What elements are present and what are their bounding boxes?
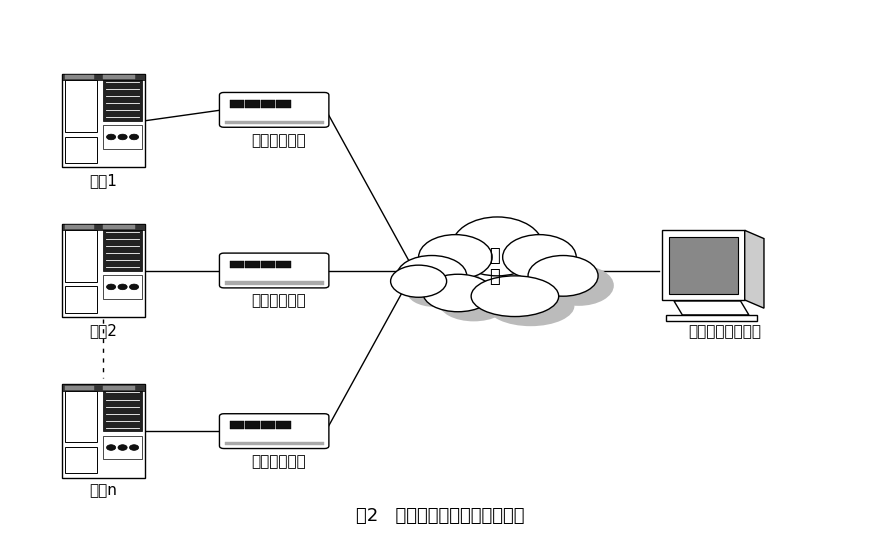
Text: 远程维护控制中心: 远程维护控制中心 (689, 324, 761, 339)
Bar (230, 100, 244, 108)
Circle shape (130, 445, 138, 450)
Ellipse shape (396, 255, 467, 296)
Text: 设备接口终端: 设备接口终端 (251, 454, 306, 469)
Bar (103, 436, 142, 459)
Bar (65, 286, 97, 313)
Ellipse shape (390, 265, 447, 297)
Polygon shape (666, 315, 757, 321)
Bar (65, 391, 97, 443)
Bar (669, 237, 737, 294)
FancyBboxPatch shape (219, 93, 329, 127)
Polygon shape (674, 301, 749, 315)
Bar (65, 225, 94, 229)
Bar (103, 75, 135, 79)
Bar (225, 121, 323, 124)
Bar (103, 225, 135, 229)
Bar (65, 230, 97, 282)
Bar (277, 421, 291, 429)
Bar (225, 281, 323, 285)
Ellipse shape (487, 286, 574, 326)
Bar (662, 230, 744, 300)
Text: 设备接口终端: 设备接口终端 (251, 294, 306, 308)
Bar (103, 228, 142, 270)
Bar (103, 275, 142, 299)
Bar (225, 442, 323, 445)
Ellipse shape (423, 274, 493, 312)
Ellipse shape (471, 276, 559, 316)
Circle shape (130, 134, 138, 140)
Bar (65, 136, 97, 163)
Text: 图2   远程维护控制系统组成框图: 图2 远程维护控制系统组成框图 (356, 507, 525, 525)
Bar (261, 421, 276, 429)
FancyBboxPatch shape (219, 414, 329, 448)
Bar (230, 261, 244, 268)
Ellipse shape (412, 265, 483, 306)
Bar (65, 75, 94, 79)
Circle shape (118, 284, 127, 290)
Bar (277, 100, 291, 108)
Bar (62, 223, 145, 230)
Bar (246, 100, 260, 108)
FancyBboxPatch shape (219, 253, 329, 288)
Ellipse shape (528, 255, 598, 296)
Bar (65, 447, 97, 473)
Bar (62, 384, 145, 478)
Bar (62, 74, 145, 167)
Bar (62, 74, 145, 80)
Bar (261, 100, 276, 108)
Ellipse shape (406, 275, 463, 307)
Text: 装备1: 装备1 (90, 173, 117, 188)
Bar (230, 421, 244, 429)
Circle shape (107, 445, 115, 450)
Bar (277, 261, 291, 268)
Bar (103, 386, 135, 390)
Bar (246, 261, 260, 268)
Bar (246, 421, 260, 429)
Circle shape (107, 134, 115, 140)
Ellipse shape (439, 284, 509, 321)
Text: 网
络: 网 络 (490, 247, 500, 286)
Ellipse shape (452, 217, 543, 276)
Bar (62, 223, 145, 318)
Bar (65, 80, 97, 132)
Bar (62, 384, 145, 391)
Bar (103, 78, 142, 121)
Ellipse shape (418, 235, 492, 280)
Bar (261, 261, 276, 268)
Circle shape (130, 284, 138, 290)
Text: 装备n: 装备n (90, 484, 117, 499)
Bar (65, 386, 94, 390)
Ellipse shape (544, 265, 614, 306)
Text: 装备2: 装备2 (90, 323, 117, 338)
Circle shape (107, 284, 115, 290)
Ellipse shape (503, 235, 576, 280)
Circle shape (118, 445, 127, 450)
Text: 设备接口终端: 设备接口终端 (251, 133, 306, 148)
Bar (103, 389, 142, 431)
Bar (103, 126, 142, 149)
Polygon shape (744, 230, 764, 308)
Circle shape (118, 134, 127, 140)
